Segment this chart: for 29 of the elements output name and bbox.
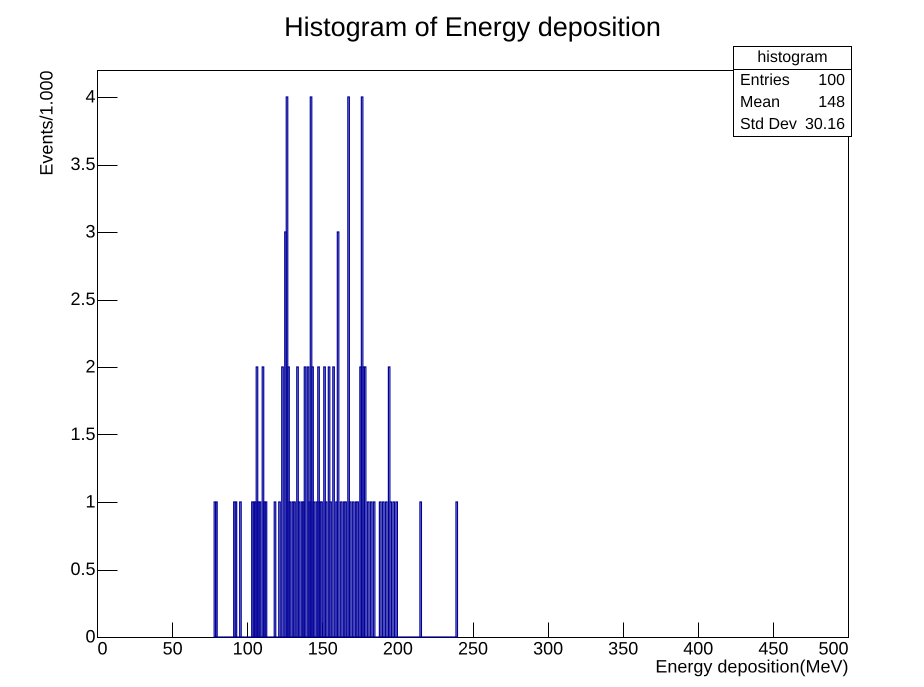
- annotation: 100: [818, 72, 845, 90]
- x-tick-label: 50: [162, 638, 183, 658]
- x-tick-label: 350: [608, 638, 638, 658]
- y-tick-label: 3.5: [70, 154, 96, 174]
- y-tick-label: 4: [85, 86, 96, 106]
- x-tick-label: 450: [758, 638, 788, 658]
- y-tick-label: 2.5: [70, 289, 96, 309]
- annotation: Std Dev: [740, 116, 797, 134]
- y-tick-label: 1: [85, 492, 96, 512]
- text: histogram: [734, 47, 851, 70]
- chart-title: Histogram of Energy deposition: [284, 12, 661, 42]
- x-tick-label: 400: [683, 638, 714, 658]
- x-tick-label: 0: [98, 638, 108, 658]
- y-tick-label: 1.5: [70, 424, 96, 444]
- y-tick-label: 2: [85, 356, 96, 376]
- x-tick-label: 250: [458, 638, 488, 658]
- x-tick-label: 200: [382, 638, 413, 658]
- annotation: 148: [818, 94, 845, 112]
- y-tick-label: 0.5: [70, 559, 96, 579]
- x-tick-label: 500: [818, 638, 848, 658]
- x-tick-label: 300: [533, 638, 564, 658]
- x-tick-label: 150: [308, 638, 338, 658]
- y-axis-title: Events/1.000: [36, 70, 56, 176]
- annotation: Entries: [740, 72, 790, 90]
- annotation: Mean: [740, 94, 780, 112]
- x-tick-label: 100: [232, 638, 263, 658]
- y-tick-label: 3: [85, 222, 96, 242]
- x-axis-title: Energy deposition(MeV): [655, 656, 848, 676]
- annotation: 30.16: [804, 116, 845, 134]
